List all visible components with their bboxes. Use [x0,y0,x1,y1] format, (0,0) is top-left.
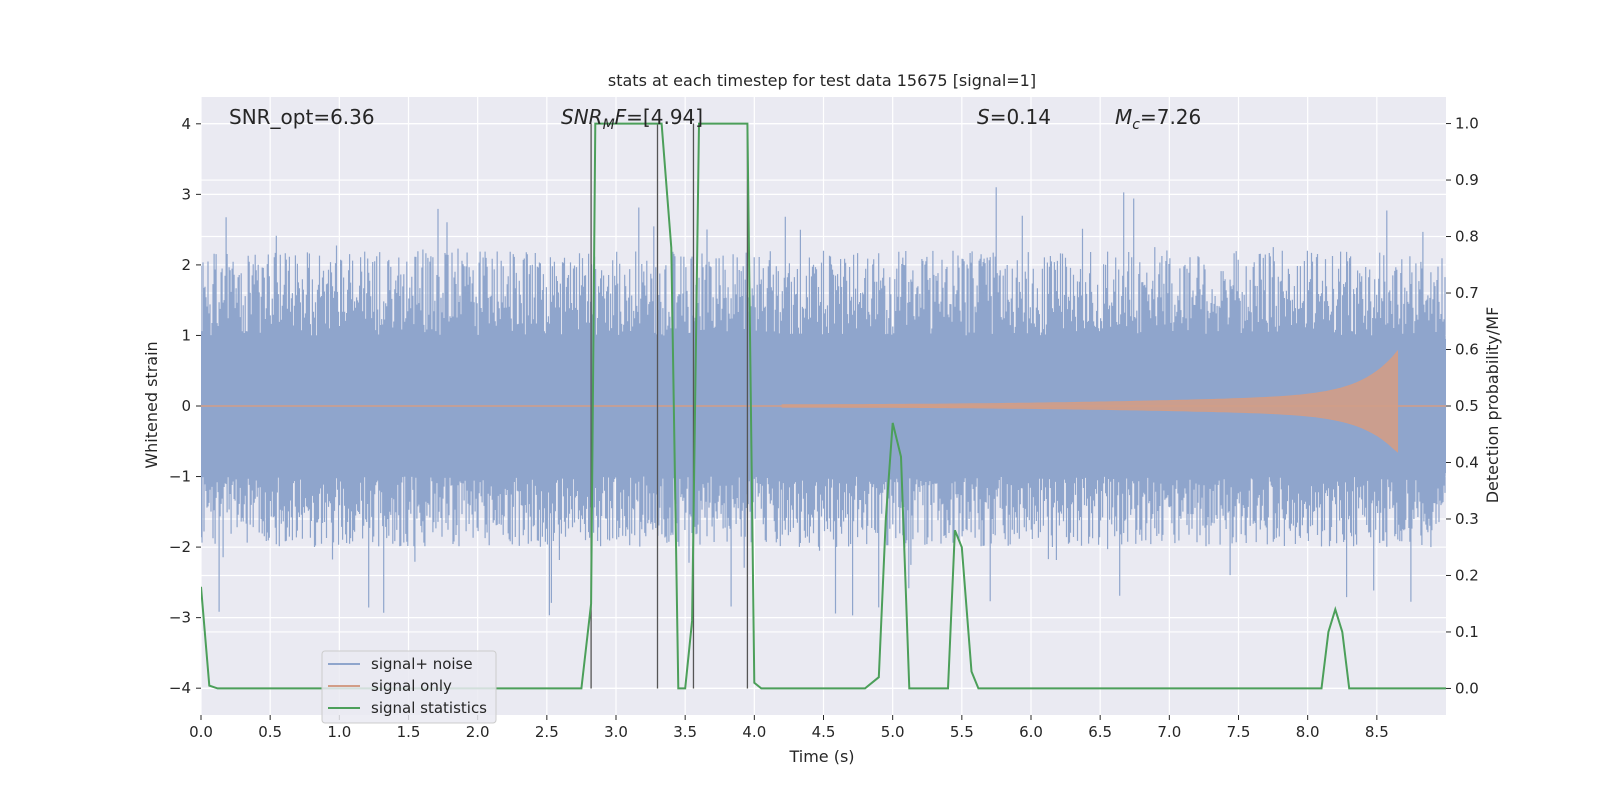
y-right-tick-label-7: 0.7 [1455,284,1479,302]
legend-label-signal-statistics: signal statistics [371,699,487,717]
y-axis-right-label: Detection probability/MF [1483,307,1502,504]
annotations: SNR_opt=6.36 SNRMF=[4.94] S=0.14 Mc=7.26 [229,105,1201,133]
mc-value: =7.26 [1140,105,1201,129]
x-tick-label-7: 3.5 [673,723,697,741]
snr-mf-rest: F [615,105,627,129]
legend-label-signal-noise: signal+ noise [371,655,473,673]
y-right-tick-label-9: 0.9 [1455,171,1479,189]
legend: signal+ noise signal only signal statist… [321,650,497,724]
x-tick-label-3: 1.5 [397,723,421,741]
annotation-mc: Mc=7.26 [1115,105,1201,133]
snr-mf-main: SNR [561,105,603,129]
x-tick-label-11: 5.5 [950,723,974,741]
x-tick-label-16: 8.0 [1296,723,1320,741]
series-signal-only [201,349,1446,453]
y-tick-label-5: 1 [181,326,191,344]
y-tick-label-6: 2 [181,256,191,274]
y-tick-label-2: −2 [169,538,191,556]
y-right-tick-label-3: 0.3 [1455,510,1479,528]
x-tick-label-0: 0.0 [189,723,213,741]
x-tick-label-2: 1.0 [327,723,351,741]
snr-mf-sub: M [603,117,615,133]
annotation-snr-mf: SNRMF=[4.94] [561,105,703,133]
legend-label-signal-only: signal only [371,677,452,695]
y-right-tick-label-6: 0.6 [1455,341,1479,359]
x-tick-label-5: 2.5 [535,723,559,741]
ticks: 0.0 0.5 1.0 1.5 2.0 2.5 3.0 3.5 4.0 4.5 5.0 5.5 6.0 6… [169,115,1479,741]
legend-box [321,650,497,724]
y-tick-label-8: 4 [181,115,191,133]
x-tick-label-9: 4.5 [812,723,836,741]
x-tick-label-14: 7.0 [1157,723,1181,741]
y-tick-label-0: −4 [169,679,191,697]
x-tick-label-15: 7.5 [1227,723,1251,741]
chart-title: stats at each timestep for test data 156… [608,71,1036,90]
s-symbol: S [977,105,990,129]
x-tick-label-8: 4.0 [742,723,766,741]
signal-chirp [781,349,1398,453]
y-tick-label-7: 3 [181,185,191,203]
y-tick-label-4: 0 [181,397,191,415]
annotation-s: S=0.14 [977,105,1051,129]
x-tick-label-1: 0.5 [258,723,282,741]
x-tick-label-13: 6.5 [1088,723,1112,741]
mc-sub: c [1132,117,1140,133]
y-right-tick-label-4: 0.4 [1455,453,1479,471]
snr-mf-value: =[4.94] [626,105,703,129]
signal-statistics-line [201,122,1446,690]
x-axis-label: Time (s) [788,747,854,766]
x-tick-label-12: 6.0 [1019,723,1043,741]
x-tick-label-4: 2.0 [466,723,490,741]
y-right-tick-label-10: 1.0 [1455,115,1479,133]
y-right-tick-label-5: 0.5 [1455,397,1479,415]
y-right-tick-label-8: 0.8 [1455,228,1479,246]
mc-main: M [1115,105,1132,129]
annotation-snr-opt: SNR_opt=6.36 [229,105,375,129]
y-right-tick-label-2: 0.2 [1455,566,1479,584]
x-tick-label-17: 8.5 [1365,723,1389,741]
plot-content [201,122,1446,690]
noise-spikes [201,187,1446,616]
y-axis-label: Whitened strain [142,341,161,468]
y-tick-label-3: −1 [169,468,191,486]
x-tick-label-10: 5.0 [881,723,905,741]
series-signal-statistics [201,122,1446,690]
y-right-tick-label-0: 0.0 [1455,679,1479,697]
x-tick-label-6: 3.0 [604,723,628,741]
s-value: =0.14 [990,105,1051,129]
y-right-tick-label-1: 0.1 [1455,623,1479,641]
y-tick-label-1: −3 [169,609,191,627]
